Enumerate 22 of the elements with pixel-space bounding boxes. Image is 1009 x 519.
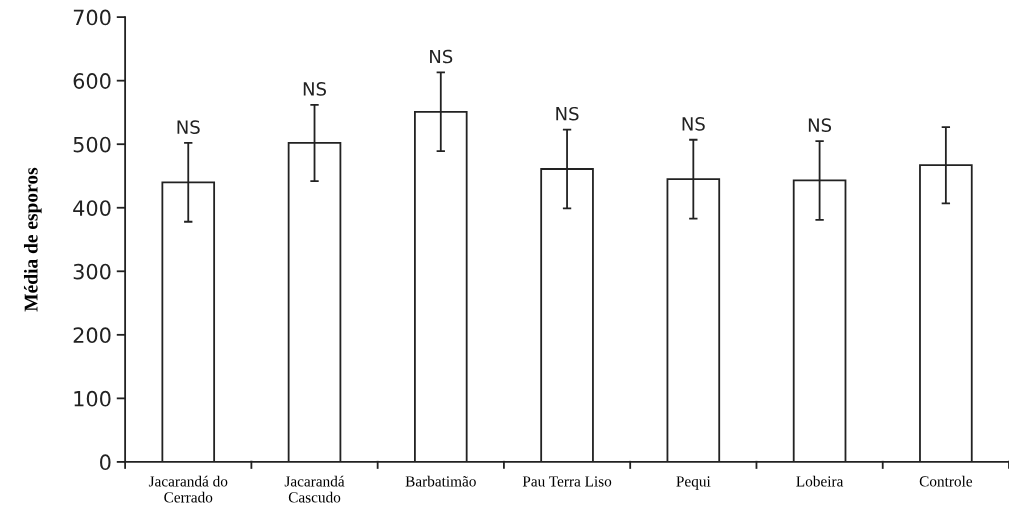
annotation: NS <box>177 120 200 134</box>
y-tick-label: 200 <box>73 327 111 344</box>
x-tick-label: Pequi <box>676 476 711 490</box>
x-tick-label: Pau Terra Liso <box>522 476 612 487</box>
annotation: NS <box>808 118 832 132</box>
x-tick-label: Controle <box>919 475 973 487</box>
x-tick-label: Jacarandá Cascudo <box>284 475 345 503</box>
annotation: NS <box>430 49 453 64</box>
annotation: NS <box>556 106 579 121</box>
y-tick-label: 100 <box>74 390 111 407</box>
annotation: NS <box>682 117 705 131</box>
y-tick-label: 0 <box>100 454 111 471</box>
x-tick-label: Lobeira <box>796 475 844 487</box>
y-tick-label: 300 <box>73 263 111 280</box>
y-axis-title: Média de esporos <box>23 167 42 312</box>
annotation: NS <box>303 82 326 96</box>
x-tick-label: Jacarandá do Cerrado <box>148 475 228 503</box>
y-tick-label: 700 <box>73 9 111 26</box>
y-tick-label: 600 <box>73 73 111 89</box>
y-tick-label: 500 <box>73 136 111 153</box>
y-tick-label: 400 <box>73 200 111 216</box>
x-tick-label: Barbatimão <box>405 475 476 487</box>
